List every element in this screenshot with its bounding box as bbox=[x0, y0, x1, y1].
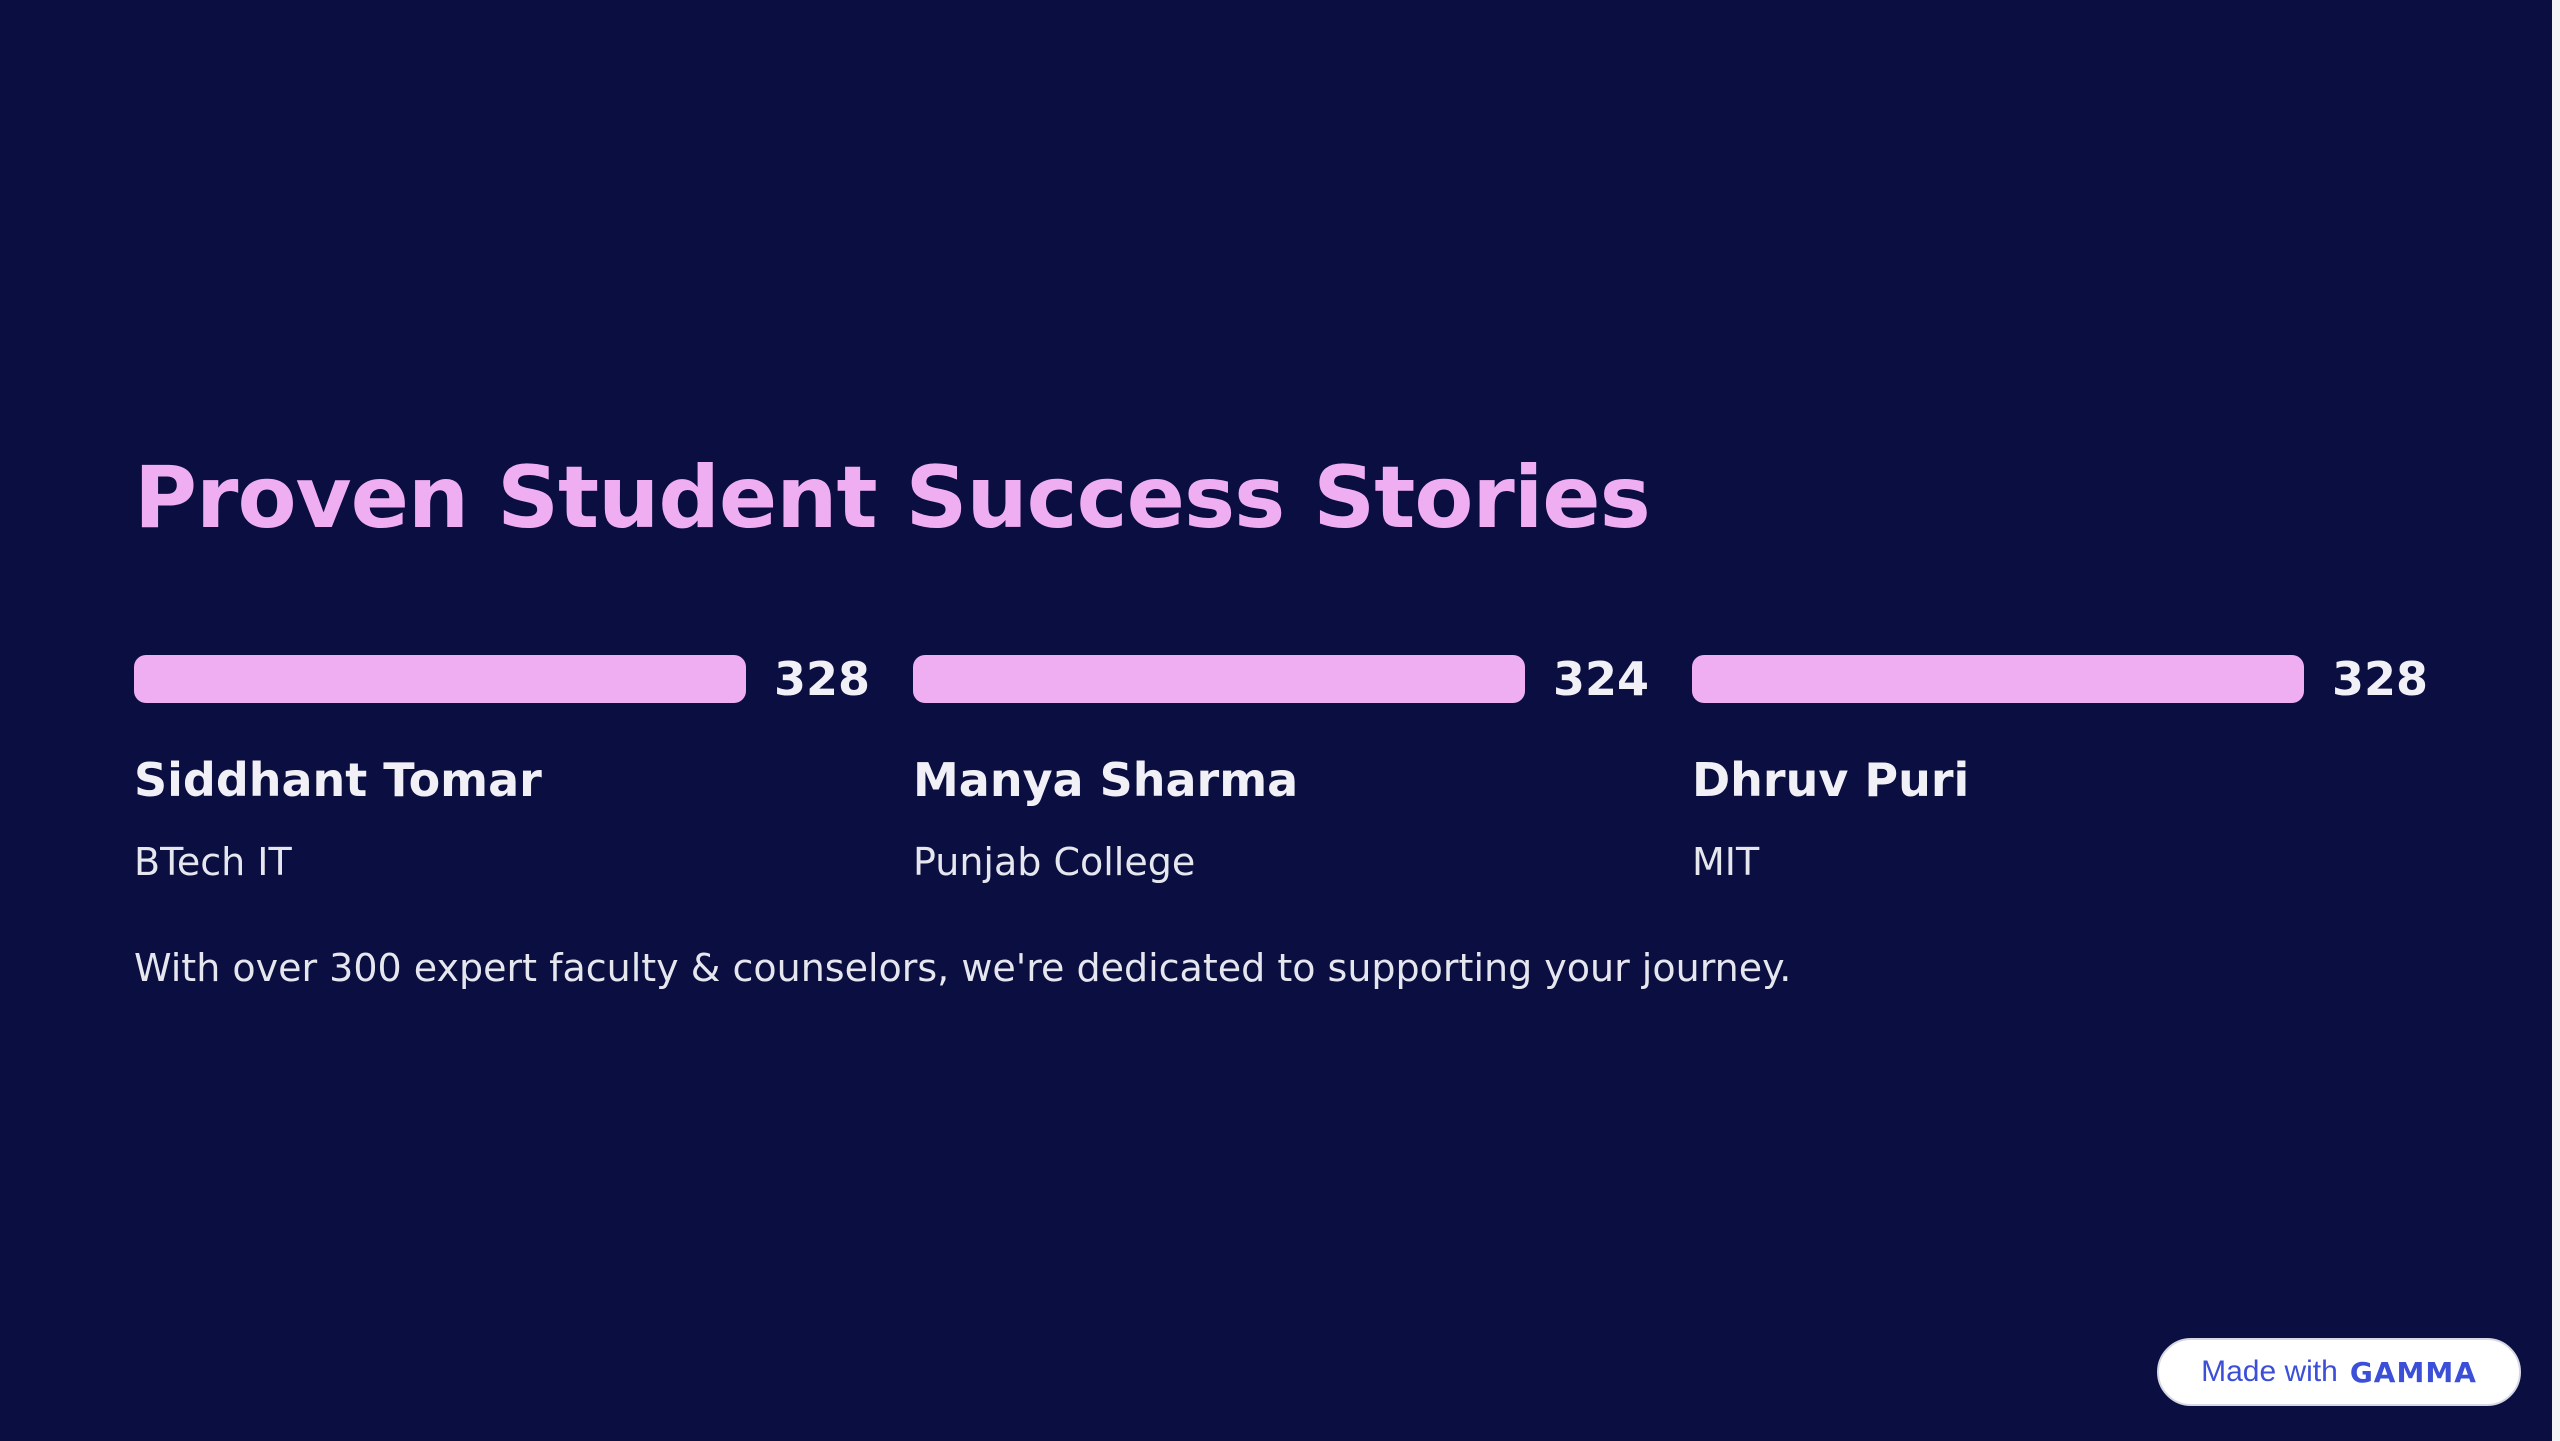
stat-card-3: 328 Dhruv Puri MIT bbox=[1692, 650, 2429, 910]
slide-title: Proven Student Success Stories bbox=[134, 448, 1651, 548]
stat-bar-row: 324 bbox=[913, 650, 1650, 708]
stat-bar-row: 328 bbox=[1692, 650, 2429, 708]
made-with-gamma-badge[interactable]: Made with GAMMA bbox=[2157, 1338, 2521, 1406]
progress-bar-track bbox=[1692, 655, 2304, 703]
student-school: Punjab College bbox=[913, 840, 1196, 884]
stat-bar-row: 328 bbox=[134, 650, 871, 708]
stat-value: 328 bbox=[2332, 652, 2429, 706]
stat-card-1: 328 Siddhant Tomar BTech IT bbox=[134, 650, 871, 910]
student-name: Siddhant Tomar bbox=[134, 753, 542, 807]
gamma-logo: GAMMA bbox=[2349, 1355, 2477, 1389]
stat-value: 324 bbox=[1553, 652, 1650, 706]
progress-bar-track bbox=[913, 655, 1525, 703]
tagline: With over 300 expert faculty & counselor… bbox=[134, 946, 1792, 990]
stat-card-2: 324 Manya Sharma Punjab College bbox=[913, 650, 1650, 910]
student-name: Manya Sharma bbox=[913, 753, 1299, 807]
badge-label: Made with bbox=[2201, 1355, 2338, 1388]
progress-bar-fill bbox=[913, 655, 1525, 703]
progress-bar-fill bbox=[1692, 655, 2304, 703]
progress-bar-fill bbox=[134, 655, 746, 703]
student-name: Dhruv Puri bbox=[1692, 753, 1970, 807]
window-edge bbox=[2552, 0, 2560, 1441]
student-school: BTech IT bbox=[134, 840, 292, 884]
student-school: MIT bbox=[1692, 840, 1760, 884]
stat-value: 328 bbox=[774, 652, 871, 706]
progress-bar-track bbox=[134, 655, 746, 703]
